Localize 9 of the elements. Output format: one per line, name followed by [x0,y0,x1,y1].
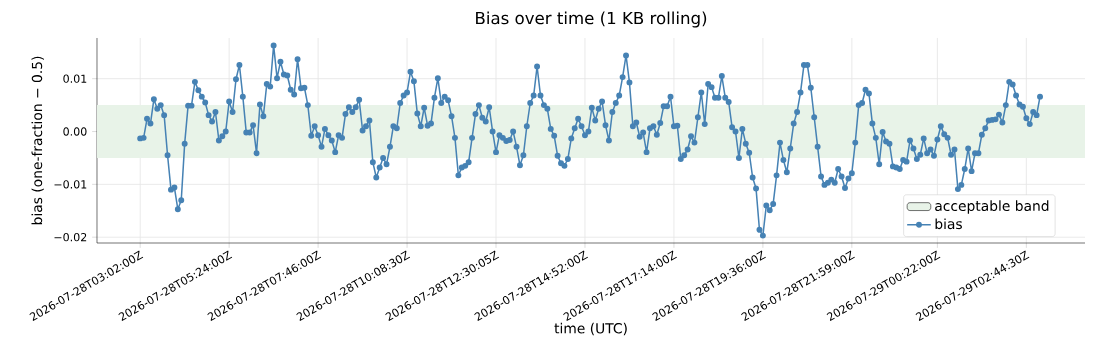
legend-label: bias [935,218,962,230]
chart-title: Bias over time (1 KB rolling) [476,11,707,28]
legend-label: acceptable band [935,200,1049,214]
y-tick-label: −0.01 [54,180,87,189]
y-tick-label: −0.02 [54,232,87,242]
y-tick-label: 0.00 [63,127,87,136]
y-tick-label: 0.01 [63,74,87,83]
y-axis-title: bias (one-fraction − 0.5) [31,56,44,225]
x-axis-title: time (UTC) [554,322,627,336]
